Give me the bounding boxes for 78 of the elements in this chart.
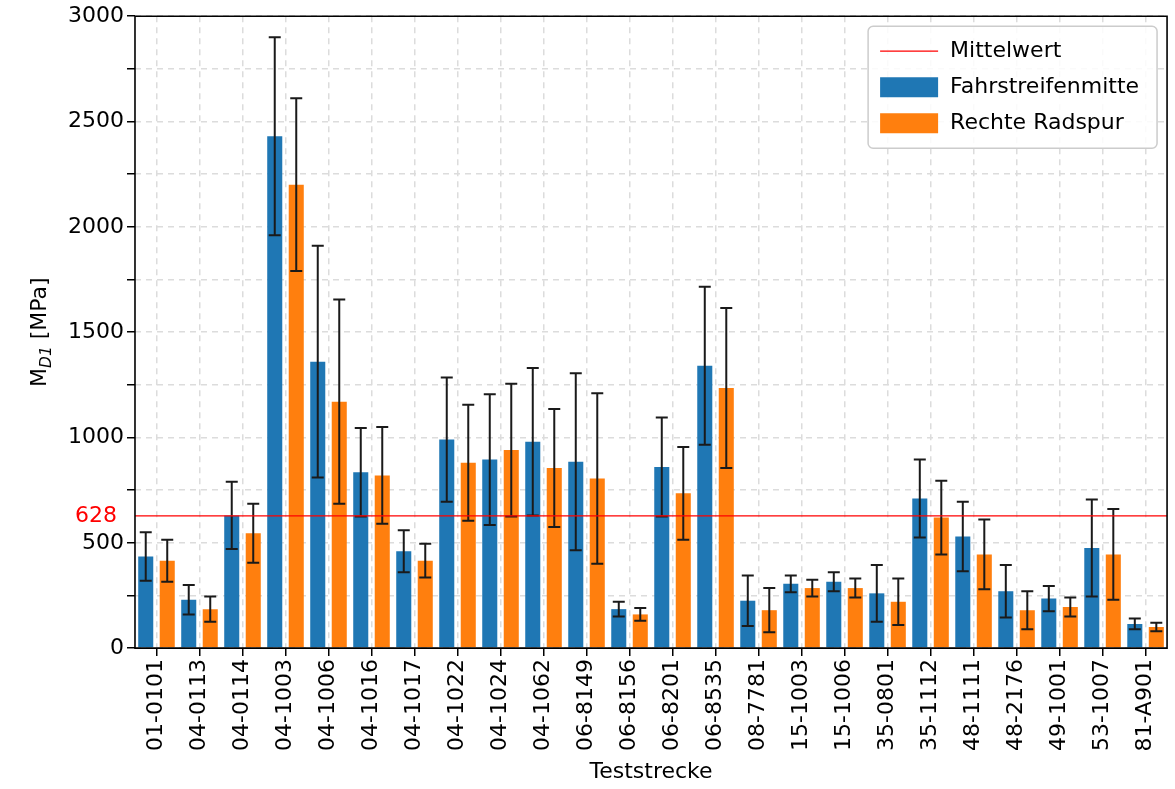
bar [181,599,197,648]
y-tick-label: 500 [81,528,124,554]
y-axis-title: MD1 [MPa] [25,277,55,387]
x-tick-label: 35-0801 [873,659,899,752]
bar [632,614,648,648]
x-tick-label: 15-1003 [787,659,813,752]
x-tick-label: 06-8201 [658,659,684,752]
x-tick-label: 48-2176 [1002,659,1028,752]
x-tick-label: 04-1024 [486,659,512,752]
bar [912,498,928,648]
y-tick-label: 2000 [67,212,124,238]
x-tick-label: 06-8149 [572,659,598,752]
x-tick-label: 49-1001 [1045,659,1071,752]
x-tick-label: 48-1111 [959,659,985,752]
x-tick-label: 06-8535 [701,659,727,752]
y-tick-label: 0 [109,633,124,659]
bar [288,184,304,648]
x-tick-label: 04-0113 [185,659,211,752]
x-axis-title: Teststrecke [588,757,713,783]
bar [525,441,541,648]
x-tick-label: 04-1016 [357,659,383,752]
bar [654,466,670,648]
bar [1084,548,1100,648]
bar [374,475,390,648]
bar [331,401,347,648]
text: 628 [74,501,117,527]
bar [503,450,519,648]
y-tick-label: 3000 [67,1,124,27]
x-tick-label: 15-1006 [830,659,856,752]
y-tick-label: 1500 [67,317,124,343]
bar [955,536,971,648]
legend-label: Fahrstreifenmitte [950,72,1140,98]
bar [396,551,412,648]
legend-label: Rechte Radspur [950,108,1125,134]
bar [804,588,820,648]
bar [202,609,218,648]
bar [1105,554,1121,648]
x-tick-label: 04-0114 [228,659,254,752]
x-tick-label: 08-7781 [744,659,770,752]
bar [1062,607,1078,648]
legend-label: Mittelwert [950,36,1062,62]
bar [847,588,863,648]
bar [783,583,799,648]
x-tick-label: 04-1022 [443,659,469,752]
x-tick-label: 04-1017 [400,659,426,752]
bar [976,554,992,648]
bar [245,533,261,648]
bar [718,387,734,648]
bar [482,459,498,648]
bar [460,462,476,648]
bar [267,136,283,648]
x-tick-label: 04-1062 [529,659,555,752]
bar [546,468,562,648]
bar [675,493,691,648]
bar [933,517,949,648]
x-tick-label: 81-A901 [1131,659,1157,752]
bar [353,472,369,648]
bar [826,581,842,648]
x-tick-label: 06-8156 [615,659,641,752]
x-tick-label: 53-1007 [1088,659,1114,752]
x-tick-label: 35-1112 [916,659,942,752]
x-tick-label: 01-0101 [142,659,168,752]
bar [568,461,584,648]
bar [417,560,433,648]
bar [589,478,605,648]
x-tick-label: 04-1006 [314,659,340,752]
bar [998,591,1014,648]
bar [138,556,154,648]
bar [224,515,240,648]
bar [439,439,455,648]
bar [159,560,175,648]
bar [697,365,713,648]
bar [611,609,627,648]
bar [310,361,326,648]
y-tick-label: 1000 [67,423,124,449]
y-tick-label: 2500 [67,107,124,133]
bar [1041,598,1057,648]
x-tick-label: 04-1003 [271,659,297,752]
